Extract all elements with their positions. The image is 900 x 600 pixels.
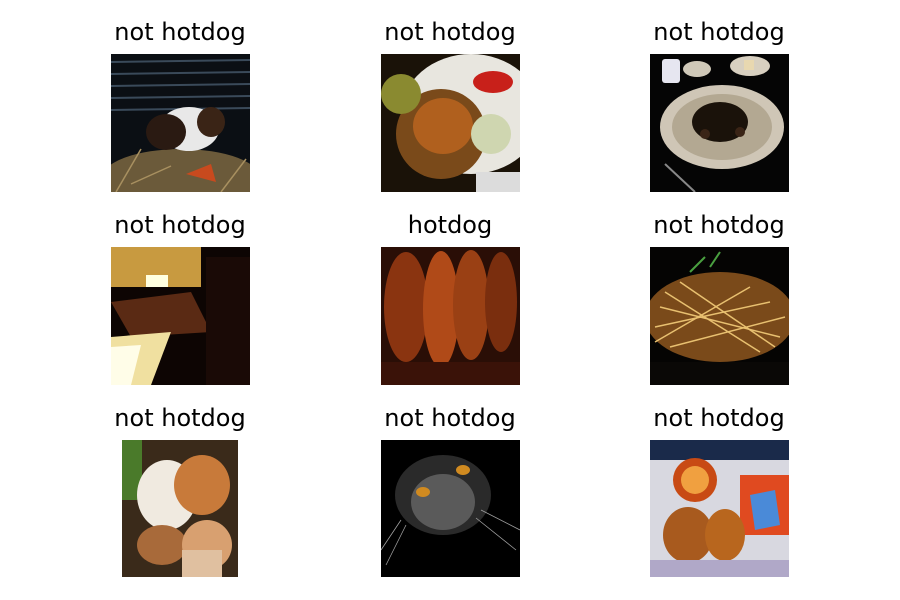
cell-title: not hotdog	[114, 211, 246, 239]
cats-image	[122, 440, 238, 577]
grid-cell-1: not hotdog	[70, 17, 290, 47]
noodle-dish-image	[650, 247, 789, 385]
grid-cell-8: not hotdog	[340, 403, 560, 433]
grid-cell-9: not hotdog	[609, 403, 829, 433]
cell-title: not hotdog	[653, 404, 785, 432]
grid-cell-5: hotdog	[340, 210, 560, 240]
cell-title: not hotdog	[114, 18, 246, 46]
cell-title: not hotdog	[653, 211, 785, 239]
grid-cell-2: not hotdog	[340, 17, 560, 47]
hotdog-buns-image	[381, 247, 520, 385]
cell-title: hotdog	[407, 211, 493, 239]
grid-cell-6: not hotdog	[609, 210, 829, 240]
cell-title: not hotdog	[114, 404, 246, 432]
cell-title: not hotdog	[384, 18, 516, 46]
dark-interior-image	[111, 247, 250, 385]
cat-face-image	[381, 440, 520, 577]
cell-title: not hotdog	[384, 404, 516, 432]
dark-dish-image	[650, 54, 789, 192]
cell-title: not hotdog	[653, 18, 785, 46]
tray-bread-image	[650, 440, 789, 577]
grid-cell-7: not hotdog	[70, 403, 290, 433]
grid-cell-3: not hotdog	[609, 17, 829, 47]
plated-food-image	[381, 54, 520, 192]
grid-cell-4: not hotdog	[70, 210, 290, 240]
guinea-pig-image	[111, 54, 250, 192]
